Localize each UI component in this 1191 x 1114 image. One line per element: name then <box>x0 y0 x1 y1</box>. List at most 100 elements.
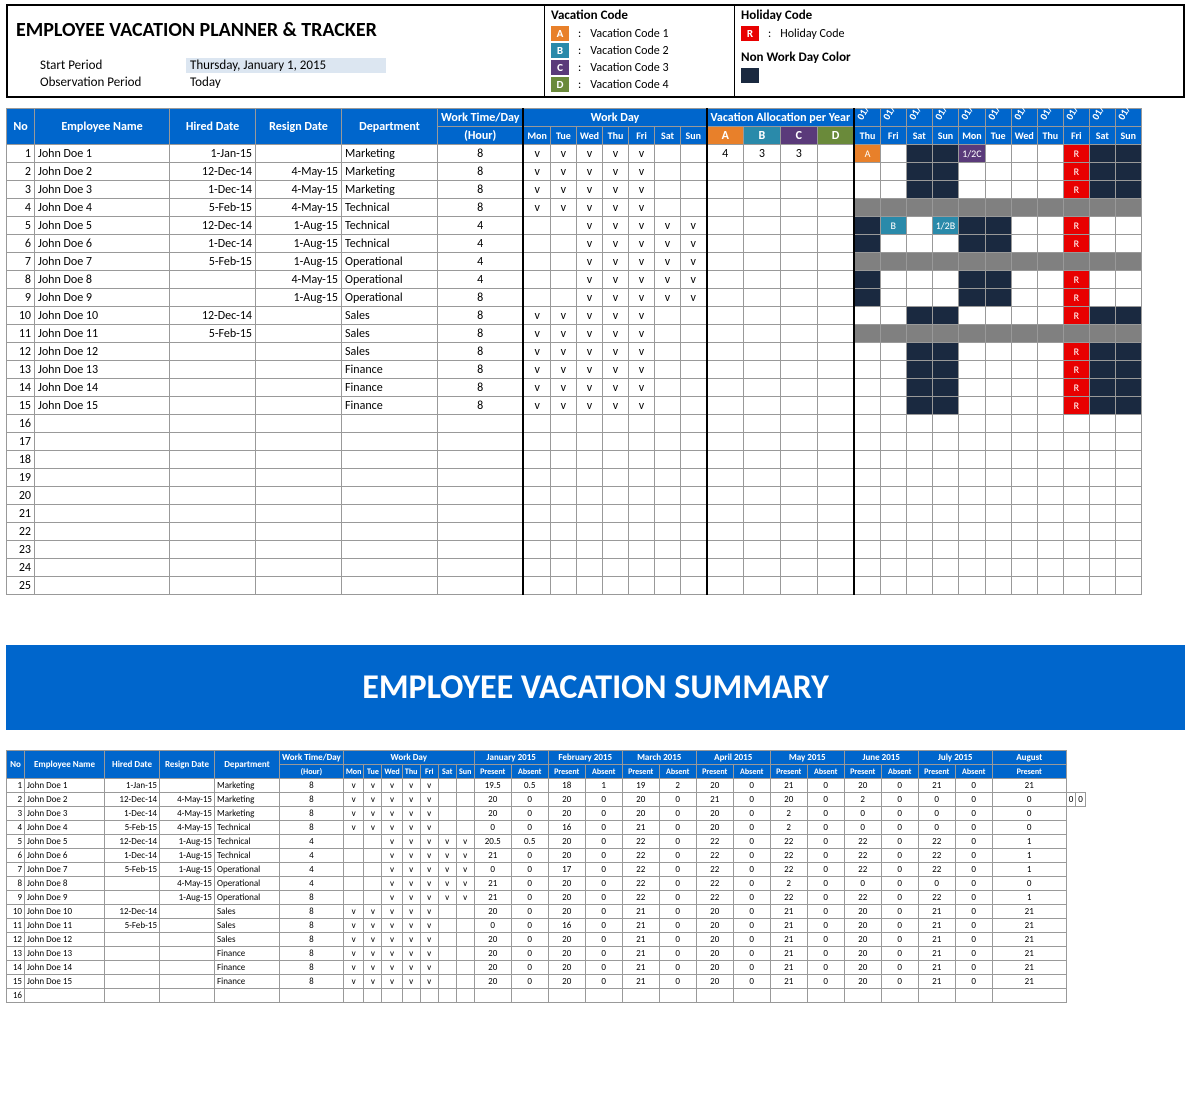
cell-alloc[interactable] <box>817 271 854 289</box>
scell-hired[interactable]: 12-Dec-14 <box>105 835 160 849</box>
scell-pa[interactable]: 21 <box>622 947 659 961</box>
scell-day[interactable]: v <box>343 919 364 933</box>
scell-pa[interactable]: 0 <box>992 807 1066 821</box>
scell-pa[interactable]: 20 <box>844 961 881 975</box>
cell-day[interactable] <box>550 217 576 235</box>
scell-pa[interactable]: 20 <box>474 975 511 989</box>
scell-day[interactable]: v <box>343 961 364 975</box>
cal-empty[interactable] <box>906 289 932 307</box>
cal-code-R[interactable]: R <box>1063 271 1089 289</box>
scell-day[interactable] <box>438 947 456 961</box>
cell-hour[interactable]: 8 <box>438 379 524 397</box>
scell-resign[interactable]: 1-Aug-15 <box>160 863 215 877</box>
scell-pa[interactable]: 0 <box>659 933 696 947</box>
cell-emp[interactable]: John Doe 4 <box>35 199 170 217</box>
cell-hour[interactable]: 8 <box>438 361 524 379</box>
scell-day[interactable]: v <box>456 863 474 877</box>
scell-pa[interactable]: 20 <box>474 793 511 807</box>
cell-hired[interactable]: 5-Feb-15 <box>170 325 256 343</box>
cell-dept[interactable]: Marketing <box>342 163 438 181</box>
cal-grey[interactable] <box>854 253 880 271</box>
scell-emp[interactable]: John Doe 13 <box>25 947 105 961</box>
scell-emp[interactable]: John Doe 3 <box>25 807 105 821</box>
scell-pa[interactable]: 0 <box>881 919 918 933</box>
cal-nonwork[interactable] <box>1089 397 1115 415</box>
scell-pa[interactable]: 0 <box>733 905 770 919</box>
cell-day[interactable] <box>681 307 707 325</box>
cell-day[interactable] <box>655 163 681 181</box>
scell-day[interactable] <box>456 947 474 961</box>
cal-empty[interactable] <box>1011 271 1037 289</box>
scell-day[interactable] <box>438 821 456 835</box>
scell-day[interactable]: v <box>382 793 402 807</box>
cal-grey[interactable] <box>906 253 932 271</box>
scell-pa[interactable]: 0 <box>659 877 696 891</box>
cell-day[interactable] <box>523 289 550 307</box>
cell-alloc[interactable] <box>780 361 817 379</box>
cell-day[interactable]: v <box>603 199 629 217</box>
scell-pa[interactable]: 0 <box>659 807 696 821</box>
scell-pa[interactable]: 21 <box>770 975 807 989</box>
cell-alloc[interactable] <box>743 163 780 181</box>
scell-pa[interactable]: 21 <box>992 933 1066 947</box>
cal-nonwork[interactable] <box>906 307 932 325</box>
scell-day[interactable] <box>456 933 474 947</box>
scell-pa[interactable]: 0 <box>511 793 548 807</box>
cal-empty[interactable] <box>1037 145 1063 163</box>
scell-emp[interactable]: John Doe 1 <box>25 779 105 793</box>
cal-empty[interactable] <box>906 217 932 235</box>
scell-dept[interactable]: Operational <box>215 863 280 877</box>
scell-day[interactable]: v <box>402 863 420 877</box>
scell-dept[interactable]: Marketing <box>215 793 280 807</box>
cell-alloc[interactable] <box>817 289 854 307</box>
scell-pa[interactable]: 20 <box>622 793 659 807</box>
table-row[interactable]: 10John Doe 1012-Dec-14Sales8vvvvvR <box>7 307 1142 325</box>
scell-pa[interactable]: 0 <box>659 863 696 877</box>
cal-grey[interactable] <box>932 325 958 343</box>
scell-day[interactable]: v <box>382 863 402 877</box>
scell-pa[interactable]: 1 <box>992 891 1066 905</box>
cal-nonwork[interactable] <box>1089 145 1115 163</box>
cell-alloc[interactable] <box>707 343 744 361</box>
scell-pa[interactable]: 2 <box>659 779 696 793</box>
scell-pa[interactable]: 0 <box>881 807 918 821</box>
scell-pa[interactable]: 0 <box>659 947 696 961</box>
scell-pa[interactable]: 16 <box>548 919 585 933</box>
scell-day[interactable]: v <box>402 905 420 919</box>
scell-day[interactable]: v <box>420 835 438 849</box>
cal-grey[interactable] <box>880 199 906 217</box>
cell-alloc[interactable] <box>780 289 817 307</box>
scell-pa[interactable]: 0 <box>511 975 548 989</box>
cal-nonwork[interactable] <box>985 289 1011 307</box>
cell-dept[interactable]: Sales <box>342 325 438 343</box>
cell-day[interactable]: v <box>629 343 655 361</box>
scell-pa[interactable]: 0 <box>511 961 548 975</box>
scell-pa[interactable]: 21 <box>770 947 807 961</box>
cell-day[interactable]: v <box>629 397 655 415</box>
scell-hour[interactable]: 8 <box>280 975 344 989</box>
scell-pa[interactable]: 0 <box>881 905 918 919</box>
table-row[interactable]: 8John Doe 84-May-15Operational4vvvvvR <box>7 271 1142 289</box>
scell-pa[interactable]: 0 <box>511 947 548 961</box>
scell-pa[interactable]: 0 <box>733 835 770 849</box>
cal-empty[interactable] <box>1011 181 1037 199</box>
scell-day[interactable]: v <box>382 779 402 793</box>
scell-pa[interactable]: 0 <box>992 821 1066 835</box>
cell-emp[interactable]: John Doe 7 <box>35 253 170 271</box>
summary-row[interactable]: 5John Doe 512-Dec-141-Aug-15Technical4vv… <box>7 835 1086 849</box>
cal-nonwork[interactable] <box>854 271 880 289</box>
cell-day[interactable]: v <box>576 181 602 199</box>
cell-alloc[interactable] <box>743 379 780 397</box>
scell-day[interactable]: v <box>364 961 382 975</box>
scell-pa[interactable]: 0 <box>881 835 918 849</box>
cal-nonwork[interactable] <box>932 181 958 199</box>
cell-day[interactable]: v <box>629 361 655 379</box>
cal-grey[interactable] <box>1037 325 1063 343</box>
cal-empty[interactable] <box>880 307 906 325</box>
scell-resign[interactable] <box>160 975 215 989</box>
summary-row[interactable]: 12John Doe 12Sales8vvvvv2002002102002102… <box>7 933 1086 947</box>
cell-resign[interactable] <box>256 379 342 397</box>
scell-pa[interactable]: 0 <box>881 779 918 793</box>
scell-pa[interactable]: 20 <box>622 807 659 821</box>
start-period-value[interactable]: Thursday, January 1, 2015 <box>186 58 386 73</box>
